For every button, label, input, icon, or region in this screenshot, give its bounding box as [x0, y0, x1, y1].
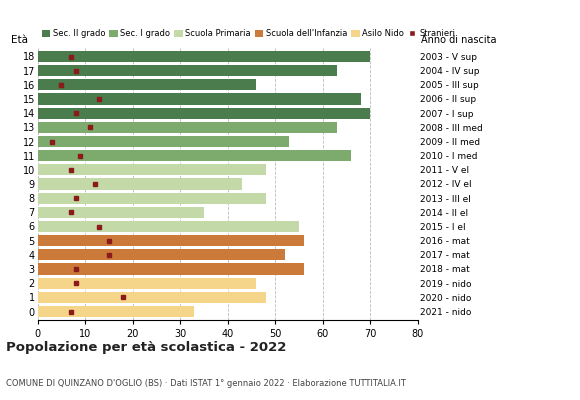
Text: COMUNE DI QUINZANO D'OGLIO (BS) · Dati ISTAT 1° gennaio 2022 · Elaborazione TUTT: COMUNE DI QUINZANO D'OGLIO (BS) · Dati I… [6, 379, 405, 388]
Bar [38, 164, 266, 175]
Bar [38, 235, 304, 246]
Bar [38, 264, 304, 274]
Bar [38, 94, 361, 104]
Text: Età: Età [11, 35, 28, 45]
Bar [38, 108, 370, 119]
Bar [38, 249, 285, 260]
Bar [38, 65, 337, 76]
Bar [38, 292, 266, 303]
Bar [38, 136, 289, 147]
Bar [38, 79, 256, 90]
Bar [38, 51, 370, 62]
Text: Anno di nascita: Anno di nascita [422, 35, 497, 45]
Legend: Sec. II grado, Sec. I grado, Scuola Primaria, Scuola dell'Infanzia, Asilo Nido, : Sec. II grado, Sec. I grado, Scuola Prim… [42, 29, 455, 38]
Bar [38, 178, 242, 190]
Text: Popolazione per età scolastica - 2022: Popolazione per età scolastica - 2022 [6, 341, 286, 354]
Bar [38, 193, 266, 204]
Bar [38, 207, 204, 218]
Bar [38, 221, 299, 232]
Bar [38, 306, 194, 317]
Bar [38, 278, 256, 289]
Bar [38, 150, 351, 161]
Bar [38, 122, 337, 133]
